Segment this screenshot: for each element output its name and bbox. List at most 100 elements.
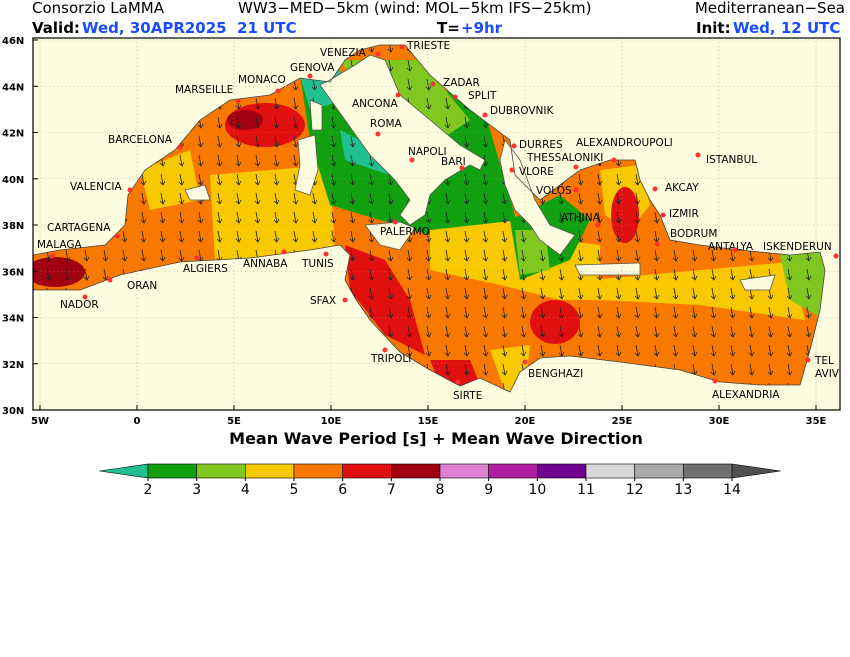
colorbar-label: 6 — [338, 482, 347, 498]
city: TRIPOLI — [370, 353, 411, 365]
colorbar-label: 9 — [484, 482, 493, 498]
city: ORAN — [127, 280, 157, 292]
colorbar-box — [585, 463, 635, 479]
city: SFAX — [310, 295, 336, 307]
colorbar-label: 10 — [528, 482, 546, 498]
city: TEL — [814, 355, 834, 367]
city: ISTANBUL — [706, 154, 757, 166]
city-markers — [49, 44, 839, 385]
lat-tick-label: 36N — [2, 267, 24, 278]
step-value: +9hr — [461, 19, 503, 37]
city: BARI — [441, 156, 466, 168]
lon-tick-label: 25E — [612, 416, 633, 427]
colorbar-label: 12 — [626, 482, 644, 498]
header-right: Mediterranean−Sea — [695, 0, 845, 17]
city: THESSALONIKI — [526, 152, 603, 164]
colorbar-arrow — [99, 463, 149, 479]
header-center: WW3−MED−5km (wind: MOL−5km IFS−25km) — [238, 0, 591, 17]
colorbar-box — [488, 463, 538, 479]
colorbar-box — [245, 463, 295, 479]
city: DURRES — [519, 139, 563, 151]
lon-tick-label: 10E — [321, 416, 342, 427]
city: BENGHAZI — [528, 368, 583, 380]
colorbar-label: 3 — [192, 482, 201, 498]
lat-tick-label: 42N — [2, 129, 24, 140]
graticule — [33, 38, 840, 411]
lat-tick-label: 40N — [2, 175, 24, 186]
lat-tick-label: 30N — [2, 406, 24, 417]
init-value: Wed, 12 UTC — [733, 19, 840, 37]
colorbar-label: 7 — [387, 482, 396, 498]
colorbar-box — [634, 463, 684, 479]
colorbar-box — [537, 463, 587, 479]
city: NAPOLI — [408, 146, 447, 158]
init-label: Init: — [696, 19, 731, 37]
colorbar-box — [342, 463, 392, 479]
colorbar-label: 14 — [723, 482, 741, 498]
city: NADOR — [60, 299, 99, 311]
lat-tick-label: 38N — [2, 221, 24, 232]
colorbar-label: 11 — [577, 482, 595, 498]
colorbar-label: 2 — [144, 482, 153, 498]
city: SPLIT — [468, 90, 497, 102]
lon-tick-label: 5W — [31, 416, 49, 427]
colorbar-label: 13 — [674, 482, 692, 498]
city: VLORE — [519, 166, 554, 178]
colorbar: 2 3 4 5 6 7 8 9 10 11 12 13 14 — [99, 463, 781, 498]
colorbar-label: 5 — [290, 482, 299, 498]
colorbar-box — [293, 463, 343, 479]
city: AKCAY — [665, 182, 699, 194]
colorbar-label: 4 — [241, 482, 250, 498]
colorbar-box — [147, 463, 197, 479]
landmasses — [184, 54, 776, 291]
city: TRIESTE — [406, 40, 450, 52]
city: ANNABA — [243, 258, 288, 270]
lat-tick-label: 32N — [2, 360, 24, 371]
lon-tick-label: 15E — [418, 416, 439, 427]
city: ISKENDERUN — [763, 241, 832, 253]
valid-label: Valid: — [32, 19, 80, 37]
city: ALEXANDRIA — [712, 389, 780, 401]
colorbar-box — [196, 463, 246, 479]
city: ANCONA — [352, 98, 398, 110]
city: TUNIS — [301, 258, 334, 270]
colorbar-box — [683, 463, 733, 479]
city: BODRUM — [670, 228, 717, 240]
city: ALGIERS — [183, 263, 228, 275]
city: MARSEILLE — [175, 84, 233, 96]
lon-tick-label: 20E — [515, 416, 536, 427]
lat-tick-label: 46N — [2, 36, 24, 47]
map-title: Mean Wave Period [s] + Mean Wave Directi… — [229, 429, 643, 448]
lon-tick-label: 30E — [709, 416, 730, 427]
city: ALEXANDROUPOLI — [576, 137, 673, 149]
coastline — [32, 44, 826, 393]
city: ANTALYA — [708, 241, 754, 253]
city: PALERMO — [380, 226, 430, 238]
city: VOLOS — [536, 185, 572, 197]
lat-tick-label: 44N — [2, 82, 24, 93]
city: SIRTE — [453, 390, 482, 402]
lon-tick-label: 35E — [806, 416, 827, 427]
city: DUBROVNIK — [490, 105, 554, 117]
city: AVIV — [815, 368, 840, 380]
colorbar-box — [391, 463, 441, 479]
step-label: T= — [437, 19, 460, 37]
city: ZADAR — [443, 77, 480, 89]
header-left: Consorzio LaMMA — [32, 0, 165, 17]
colorbar-arrow — [731, 463, 781, 479]
city: IZMIR — [669, 208, 699, 220]
colorbar-box — [439, 463, 489, 479]
city: VALENCIA — [70, 181, 122, 193]
lat-tick-label: 34N — [2, 314, 24, 325]
city-labels: VENEZIA TRIESTE GENOVA MONACO MARSEILLE … — [37, 40, 840, 402]
city: MONACO — [238, 74, 286, 86]
city: VENEZIA — [320, 47, 367, 59]
lon-tick-label: 5E — [227, 416, 241, 427]
valid-value: Wed, 30APR2025 21 UTC — [82, 19, 297, 37]
city: ROMA — [370, 118, 403, 130]
city: BARCELONA — [108, 134, 173, 146]
city: GENOVA — [290, 62, 335, 74]
city: ATHINA — [561, 212, 601, 224]
city: MALAGA — [37, 239, 82, 251]
